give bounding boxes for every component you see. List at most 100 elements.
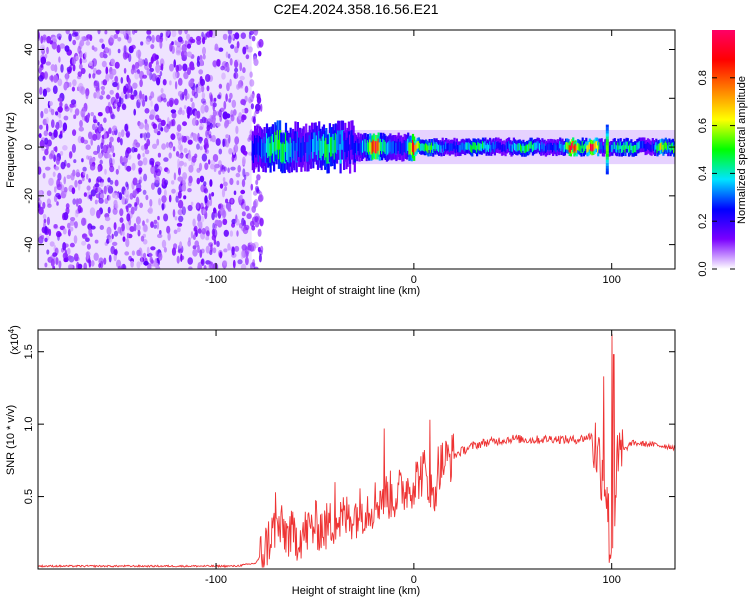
band-transient-cell — [605, 142, 609, 146]
noise-cell — [199, 119, 203, 124]
noise-cell — [241, 225, 247, 232]
noise-cell — [230, 166, 236, 171]
band-core-cell — [439, 143, 442, 151]
noise-cell — [74, 209, 79, 218]
noise-cell — [97, 30, 101, 35]
noise-cell — [51, 119, 55, 128]
noise-cell — [200, 208, 207, 215]
noise-cell — [50, 64, 56, 72]
y-tick-label: -20 — [23, 188, 35, 204]
noise-cell — [63, 176, 66, 185]
spectrogram-x-axis-label: Height of straight line (km) — [292, 285, 420, 297]
noise-cell — [146, 68, 151, 76]
noise-cell — [142, 252, 147, 259]
noise-cell — [52, 171, 56, 178]
noise-cell — [139, 176, 143, 183]
noise-cell — [46, 216, 51, 226]
noise-cell — [78, 63, 83, 70]
noise-cell — [86, 243, 91, 250]
noise-cell — [103, 132, 107, 141]
band-core-cell — [534, 142, 537, 150]
band-core-cell — [484, 141, 487, 149]
noise-cell — [157, 187, 162, 196]
noise-cell — [143, 132, 147, 141]
band-core-cell — [358, 143, 361, 156]
noise-cell — [153, 259, 158, 267]
noise-cell — [159, 58, 165, 67]
noise-cell — [245, 205, 250, 212]
noise-cell — [230, 44, 235, 49]
noise-cell — [245, 44, 249, 50]
noise-cell — [131, 162, 136, 171]
band-core-cell — [556, 142, 559, 151]
noise-cell — [259, 217, 264, 227]
band-core-cell — [561, 142, 564, 150]
band-core-cell — [481, 141, 485, 149]
noise-cell — [221, 188, 226, 198]
x-tick-label: 100 — [603, 574, 621, 586]
band-core-cell — [379, 138, 382, 151]
noise-cell — [188, 237, 191, 243]
noise-cell — [151, 53, 158, 62]
noise-cell — [58, 134, 63, 139]
noise-cell — [201, 92, 206, 100]
noise-cell — [101, 137, 105, 146]
band-core-cell — [612, 142, 615, 150]
band-core-cell — [536, 141, 539, 149]
noise-cell — [167, 117, 170, 125]
band-core-cell — [462, 143, 466, 151]
noise-cell — [239, 194, 243, 200]
noise-cell — [217, 94, 221, 99]
band-core-cell — [362, 140, 365, 153]
noise-cell — [203, 143, 209, 149]
band-core-cell — [607, 145, 610, 154]
noise-cell — [222, 177, 226, 183]
band-core-cell — [566, 142, 569, 150]
noise-cell — [192, 234, 196, 241]
noise-cell — [101, 43, 105, 50]
noise-cell — [87, 112, 90, 119]
colorbar-tick-label: 0.4 — [697, 166, 709, 181]
noise-cell — [109, 180, 114, 185]
noise-cell — [152, 143, 158, 149]
band-core-cell — [581, 141, 584, 149]
band-core-cell — [648, 142, 651, 151]
noise-cell — [154, 161, 161, 167]
noise-cell — [74, 108, 80, 116]
noise-cell — [63, 212, 69, 221]
band-core-cell — [313, 132, 316, 152]
noise-cell — [92, 133, 98, 141]
noise-cell — [226, 62, 230, 72]
band-core-cell — [335, 134, 339, 154]
noise-cell — [197, 261, 202, 269]
noise-cell — [115, 92, 120, 100]
noise-cell — [57, 106, 63, 113]
noise-cell — [224, 120, 228, 129]
noise-cell — [222, 33, 228, 41]
noise-cell — [223, 181, 228, 187]
band-core-cell — [252, 143, 255, 163]
noise-cell — [81, 217, 86, 226]
band-core-cell — [563, 144, 566, 152]
band-core-cell — [658, 143, 661, 151]
noise-cell — [179, 144, 183, 153]
band-core-cell — [472, 142, 475, 150]
band-core-cell — [340, 130, 343, 150]
band-core-cell — [492, 141, 495, 150]
band-core-cell — [493, 144, 496, 152]
noise-cell — [169, 99, 174, 108]
band-core-cell — [290, 143, 293, 163]
noise-cell — [122, 236, 126, 242]
noise-cell — [126, 213, 131, 222]
band-core-cell — [347, 131, 350, 151]
noise-cell — [204, 33, 208, 40]
noise-cell — [184, 30, 188, 35]
noise-cell — [137, 160, 143, 167]
noise-cell — [255, 179, 259, 186]
band-core-cell — [441, 141, 444, 149]
band-transient-cell — [605, 168, 609, 172]
band-core-cell — [641, 141, 644, 149]
noise-cell — [119, 226, 123, 236]
noise-cell — [169, 63, 174, 72]
